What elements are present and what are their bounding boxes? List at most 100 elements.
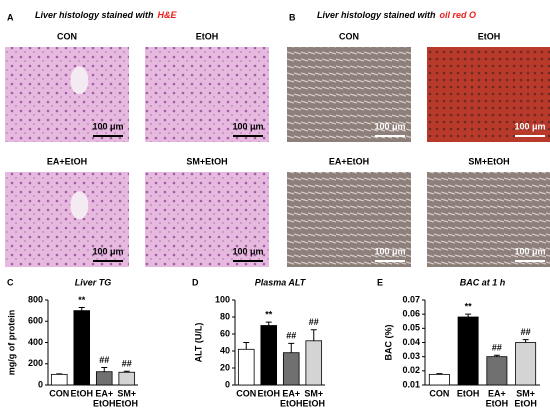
chart-letter: E [377,277,383,287]
stain-name: H&E [158,10,178,20]
image-label: SM+EtOH [186,156,227,166]
x-tick-label: SM+ [117,388,136,398]
x-tick-label: EA+ [95,388,113,398]
vessel [70,66,89,95]
bar [237,348,255,386]
scale-label: 100 μm [374,246,405,256]
bar [486,356,508,386]
significance: ## [492,343,502,353]
panel-title: Liver histology stained with oil red O [317,10,476,20]
x-tick-label: EA+ [282,388,300,398]
y-tick-label: 0.01 [402,379,420,389]
x-tick-label: EtOH [486,398,509,408]
y-tick-label: 0.07 [402,294,420,304]
y-tick-label: 0.02 [402,365,420,375]
histology-image [427,172,550,267]
image-label: SM+EtOH [468,156,509,166]
x-tick-label: SM+ [516,388,535,398]
histology-image [5,47,129,142]
error-bar [101,366,108,372]
x-tick-label: EtOH [258,388,281,398]
x-tick-label: EtOH [514,398,537,408]
y-tick-label: 80 [220,311,230,321]
image-label: CON [57,31,77,41]
x-tick-label: SM+ [304,388,323,398]
scale-label: 100 μm [374,121,405,131]
scale-label: 100 μm [514,121,545,131]
chart-title: Liver TG [75,277,112,287]
chart-letter: D [192,277,199,287]
y-tick-label: 60 [220,328,230,338]
y-axis-label: BAC (%) [383,325,393,361]
x-tick-label: CON [49,388,69,398]
x-tick-label: CON [236,388,256,398]
x-tick-label: EtOH [457,388,480,398]
bar [457,316,479,386]
significance: ## [286,331,296,341]
significance: ## [309,317,319,327]
error-bar [265,321,272,326]
bar [73,310,91,386]
chart-title: Plasma ALT [255,277,307,287]
image-label: EtOH [196,31,219,41]
significance: ## [99,355,109,365]
title-text: Liver histology stained with [35,10,154,20]
image-label: EA+EtOH [47,156,87,166]
histology-image [145,47,269,142]
scale-label: 100 μm [232,246,263,256]
y-tick-label: 0 [225,379,230,389]
scale-label: 100 μm [92,121,123,131]
histology-image [145,172,269,267]
significance: ## [122,359,132,369]
x-tick-label: EtOH [93,398,116,408]
error-bar [436,373,443,375]
panel-letter: B [289,12,296,22]
y-tick-label: 0.04 [402,337,420,347]
title-text: Liver histology stained with [317,10,436,20]
significance: ** [265,309,273,319]
bar [118,371,136,386]
chart-letter: C [7,277,14,287]
histology-image [427,47,550,142]
x-tick-label: EtOH [280,398,303,408]
image-label: EtOH [478,31,501,41]
bar [305,340,323,386]
error-bar [493,354,500,357]
x-tick-label: CON [429,388,449,398]
y-tick-label: 0 [38,379,43,389]
y-tick-label: 40 [220,345,230,355]
stain-name: oil red O [440,10,477,20]
bar [515,342,537,386]
image-label: CON [339,31,359,41]
panel-title: Liver histology stained with H&E [35,10,178,20]
y-tick-label: 0.05 [402,323,420,333]
scale-label: 100 μm [514,246,545,256]
chart-title: BAC at 1 h [460,277,506,287]
y-tick-label: 400 [28,337,43,347]
y-axis-label: ALT (U/L) [193,323,203,363]
y-tick-label: 200 [28,358,43,368]
y-tick-label: 100 [215,294,230,304]
y-tick-label: 0.06 [402,309,420,319]
significance: ## [521,327,531,337]
error-bar [522,339,529,343]
scale-label: 100 μm [232,121,263,131]
significance: ** [78,295,86,305]
y-tick-label: 20 [220,362,230,372]
x-tick-label: EA+ [488,388,506,398]
error-bar [56,373,63,375]
y-axis-label: mg/g of protein [6,310,16,376]
histology-image [5,172,129,267]
bar [282,352,300,386]
scale-label: 100 μm [92,246,123,256]
error-bar [243,342,250,350]
y-tick-label: 600 [28,316,43,326]
x-tick-label: EtOH [71,388,94,398]
error-bar [465,313,472,317]
bar [50,373,68,386]
error-bar [78,306,85,311]
y-tick-label: 0.03 [402,351,420,361]
histology-image [287,47,411,142]
bar [428,373,450,386]
